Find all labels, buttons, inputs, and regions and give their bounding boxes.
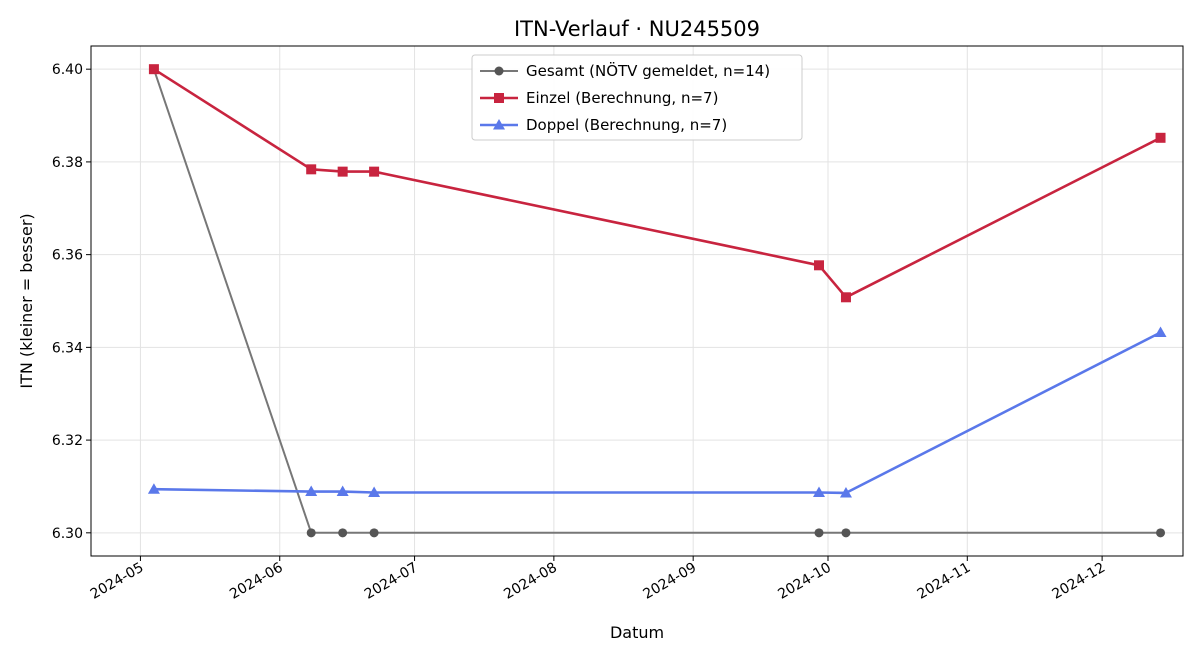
x-tick-label: 2024-11 (915, 560, 974, 603)
data-point (369, 528, 379, 538)
plot-frame (90, 45, 1184, 557)
data-point (147, 483, 160, 494)
x-tick-label: 2024-09 (641, 560, 700, 603)
y-tick-label: 6.36 (52, 248, 83, 264)
data-point (839, 486, 852, 498)
data-point (840, 292, 851, 303)
data-point (813, 486, 825, 497)
x-tick-label: 2024-10 (775, 560, 834, 603)
x-tick-label: 2024-08 (501, 560, 560, 603)
data-point (337, 166, 348, 177)
series-layer (147, 64, 1167, 538)
x-tick-label: 2024-06 (227, 560, 286, 603)
legend-item: Gesamt (NÖTV gemeldet, n=14) (480, 61, 770, 80)
data-point (814, 260, 824, 271)
y-tick-label: 6.30 (52, 526, 83, 542)
y-axis-label: ITN (kleiner = besser) (17, 213, 36, 388)
data-point (336, 485, 349, 497)
chart-title: ITN-Verlauf · NU245509 (514, 17, 760, 41)
legend-marker (494, 93, 504, 103)
legend-label: Doppel (Berechnung, n=7) (526, 116, 727, 134)
legend-label: Gesamt (NÖTV gemeldet, n=14) (526, 61, 770, 80)
legend-item: Doppel (Berechnung, n=7) (480, 116, 727, 134)
data-point (306, 164, 317, 175)
data-point (368, 486, 381, 497)
y-tick-label: 6.32 (52, 433, 83, 449)
y-tick-label: 6.38 (52, 155, 83, 171)
data-point (1155, 132, 1166, 143)
legend-label: Einzel (Berechnung, n=7) (526, 89, 718, 107)
grid (91, 46, 1183, 556)
x-tick-label: 2024-07 (362, 560, 421, 603)
series-2 (148, 64, 1166, 303)
data-point (306, 528, 316, 538)
y-tick-label: 6.40 (52, 62, 83, 78)
data-point (1156, 528, 1166, 538)
legend: Gesamt (NÖTV gemeldet, n=14) Einzel (Bere… (471, 54, 803, 141)
x-axis-label: Datum (610, 623, 664, 642)
legend-frame (471, 54, 803, 141)
x-tick-label: 2024-12 (1049, 560, 1108, 603)
data-point (305, 485, 318, 497)
data-point (148, 64, 159, 75)
data-point (1154, 326, 1167, 338)
series-3 (147, 326, 1167, 498)
legend-item: Einzel (Berechnung, n=7) (480, 89, 718, 107)
data-point (369, 166, 380, 177)
x-tick-label: 2024-05 (88, 560, 147, 603)
data-point (814, 528, 824, 538)
data-point (841, 528, 851, 538)
y-tick-label: 6.34 (52, 340, 83, 356)
data-point (338, 528, 348, 538)
legend-marker (494, 66, 504, 76)
legend-marker (493, 119, 505, 130)
